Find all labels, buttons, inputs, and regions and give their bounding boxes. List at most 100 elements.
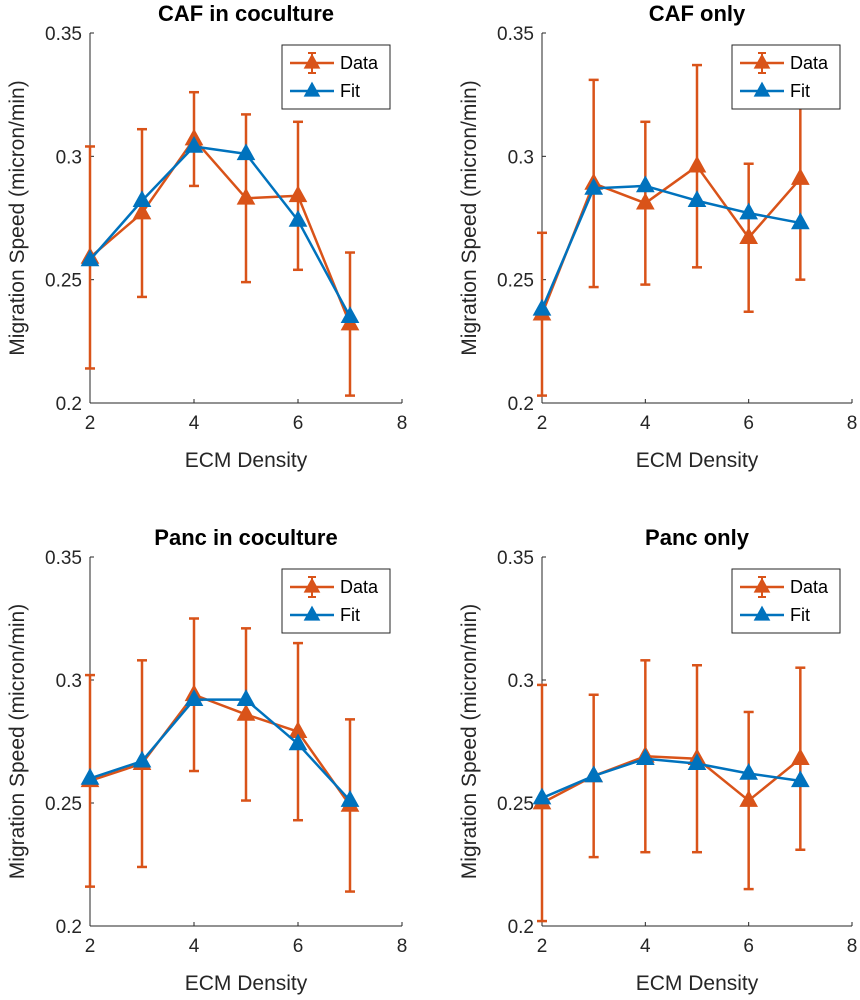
legend-marker [753,605,771,621]
y-tick-label: 0.35 [45,24,82,45]
legend-box [281,568,391,634]
legend-label: Fit [340,605,360,625]
fit-point [132,190,152,208]
x-tick-label: 4 [640,413,651,434]
x-tick-label: 2 [537,936,548,957]
fit-line [541,757,801,800]
y-tick-label: 0.3 [508,671,534,692]
data-line [89,137,352,325]
x-axis-label: ECM Density [185,972,308,995]
legend-box [731,568,841,634]
x-tick-label: 6 [293,936,304,957]
fit-point [635,175,655,193]
fit-point [340,306,360,323]
data-point [790,168,810,185]
fit-point [739,762,759,780]
legend-marker [753,577,771,593]
fit-point [635,748,655,766]
data-point [288,185,308,203]
legend: Data Fit [281,568,391,634]
fit-point [132,750,152,768]
series-fit [532,175,810,316]
legend-marker [753,81,771,97]
chart-title: Panc in coculture [154,525,337,550]
data-point [790,748,810,766]
y-tick-label: 0.25 [45,794,82,815]
y-tick-label: 0.2 [56,917,82,938]
y-tick-label: 0.2 [508,394,534,415]
x-tick-label: 2 [537,413,548,434]
y-axis-label: Migration Speed (micron/min) [458,604,481,879]
fit-point [790,770,810,788]
chart-panel-2: CAF only 2 4 6 8 0.2 0.25 0.3 0.35 ECM Density Mig… [458,1,857,472]
series-fit [80,135,360,323]
x-axis-label: ECM Density [636,449,759,472]
data-point [635,192,655,210]
fit-point [584,177,604,195]
fit-point [288,209,308,227]
x-tick-label: 6 [743,936,754,957]
legend-label: Data [790,53,829,73]
chart-panel-1: CAF in coculture 2 4 6 8 0.2 0.25 0.3 0.35 ECM De… [6,1,407,472]
x-tick-label: 2 [85,936,96,957]
data-point [739,227,759,245]
fit-point [80,249,100,267]
data-point [236,187,256,205]
x-axis-label: ECM Density [636,972,759,995]
series-data [80,617,360,893]
chart-title: CAF only [649,1,746,26]
x-tick-label: 8 [847,413,858,434]
legend-label: Fit [340,81,360,101]
fit-line [540,184,801,310]
legend-marker [753,53,771,69]
legend-label: Data [340,53,379,73]
fit-point [687,190,707,208]
y-tick-label: 0.25 [45,271,82,292]
x-tick-label: 4 [640,936,651,957]
data-point [236,703,256,721]
x-tick-label: 6 [743,413,754,434]
legend-label: Fit [790,81,810,101]
legend: Data Fit [731,568,841,634]
series-fit [80,689,360,807]
fit-line [89,698,351,802]
x-tick-label: 6 [293,413,304,434]
x-tick-label: 8 [847,936,858,957]
fit-point [236,689,256,706]
chart-title: CAF in coculture [158,1,334,26]
legend: Data Fit [281,44,391,110]
fit-line [89,145,352,318]
y-axis-label: Migration Speed (micron/min) [458,80,481,355]
legend-label: Fit [790,605,810,625]
x-tick-label: 8 [397,936,408,957]
legend-box [281,44,391,110]
legend-marker [303,577,321,593]
y-tick-label: 0.35 [45,548,82,569]
legend-label: Data [790,577,829,597]
y-tick-label: 0.35 [497,548,534,569]
x-tick-label: 2 [85,413,96,434]
fit-point [790,212,810,230]
fit-point [80,767,100,785]
legend-marker [303,605,321,621]
series-fit [532,748,810,805]
fit-point [236,143,256,161]
legend-box [731,44,841,110]
fit-point [532,787,552,805]
fit-point [184,135,204,153]
chart-title: Panc only [645,525,750,550]
fit-point [340,790,360,807]
legend-marker [303,81,321,97]
fit-point [739,202,759,220]
data-line [541,755,802,805]
y-tick-label: 0.25 [497,271,534,292]
series-data [532,659,810,923]
y-axis-label: Migration Speed (micron/min) [6,80,29,355]
y-tick-label: 0.3 [56,671,82,692]
fit-point [532,298,552,316]
series-data [80,90,360,397]
y-tick-label: 0.25 [497,794,534,815]
fit-point [184,689,204,706]
